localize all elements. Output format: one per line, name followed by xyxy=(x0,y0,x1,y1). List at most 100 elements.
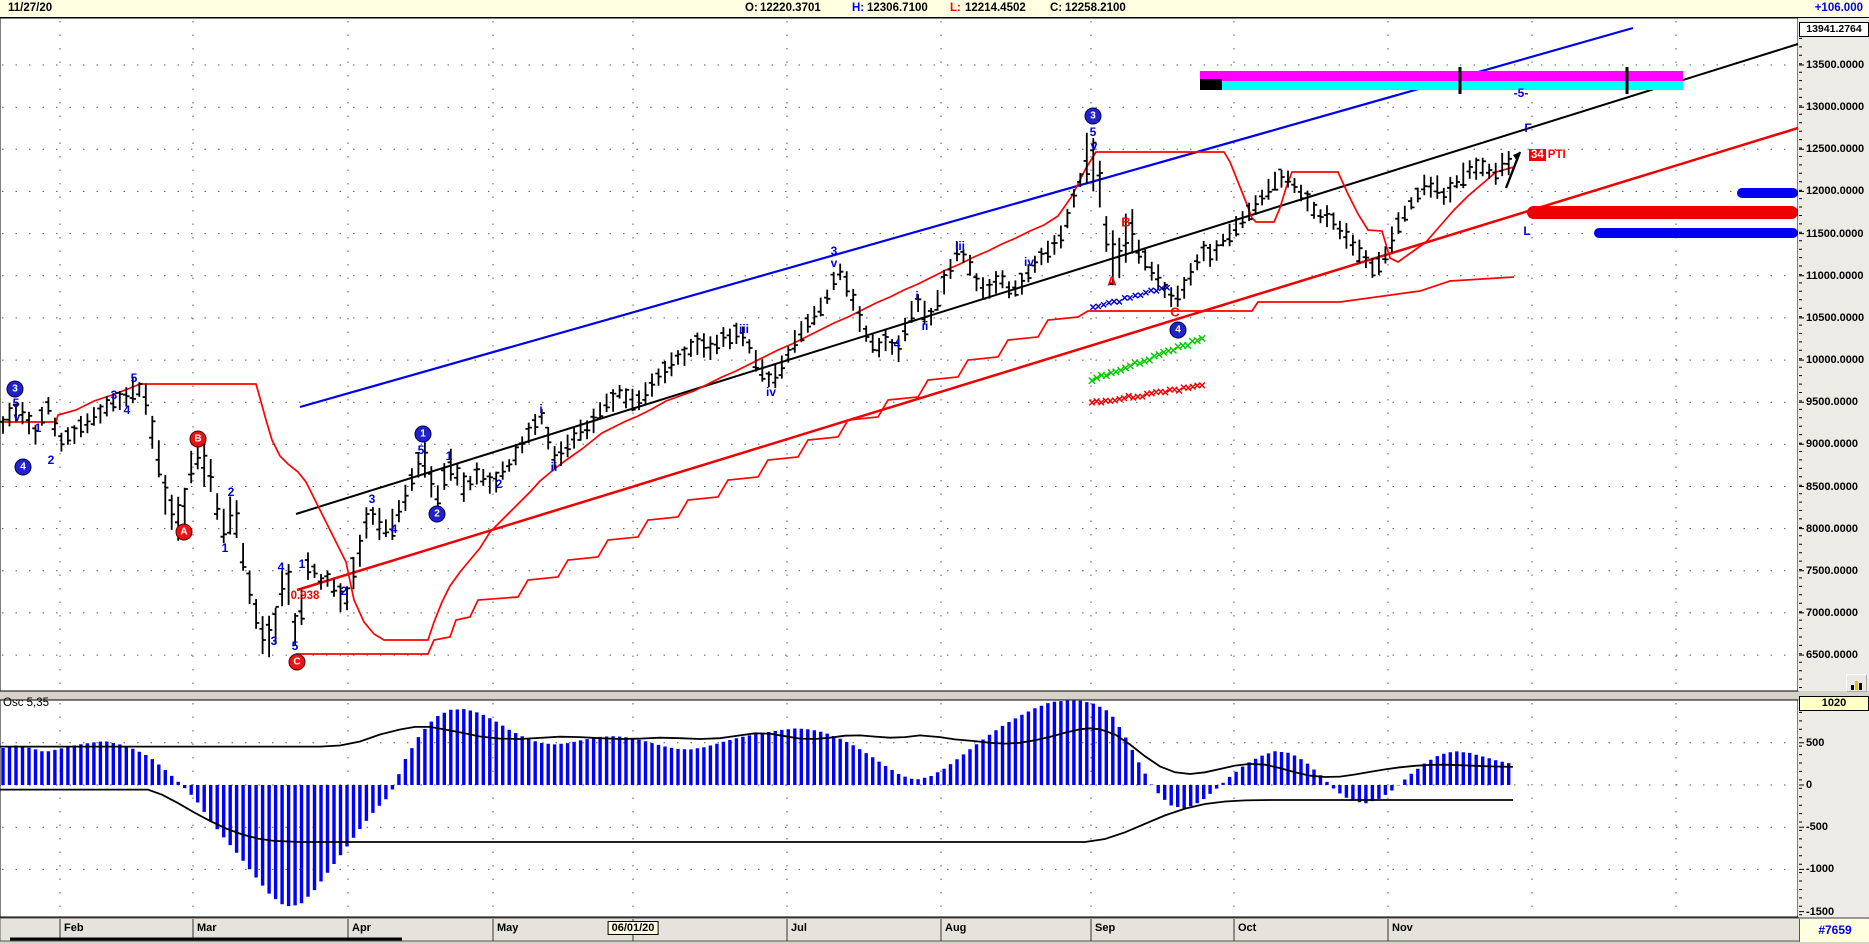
price-scale-label: 8000.0000 xyxy=(1806,522,1858,535)
blue-level-bar-2 xyxy=(1594,228,1798,238)
osc-scale-label: 500 xyxy=(1806,736,1825,749)
wave-label-b: B xyxy=(189,430,207,448)
upper-channel-blue xyxy=(299,26,1634,409)
last-bar-arrowhead xyxy=(1513,152,1520,161)
wave-label-2: 2 xyxy=(227,485,235,499)
target-band-cyan xyxy=(1222,81,1683,90)
bar-number: #7659 xyxy=(1799,919,1869,942)
axis-month-label: Mar xyxy=(197,922,217,934)
wave-label-1: 1 xyxy=(445,449,453,463)
wave-label-3: 3 xyxy=(1084,107,1102,125)
wave-label-1: 1 xyxy=(221,541,229,555)
median-black xyxy=(295,43,1799,515)
lower-channel-red xyxy=(296,126,1799,592)
wave-label-2: 2 xyxy=(47,453,55,467)
wave-label-3: 3 xyxy=(368,492,376,506)
osc-scale-area xyxy=(1798,700,1869,917)
wave-label-5: 5 xyxy=(130,371,138,385)
wave-label-i: i xyxy=(915,289,919,303)
axis-month-label: Jul xyxy=(791,922,807,934)
wave-label-v: v xyxy=(830,256,838,270)
wave-label-3: 3 xyxy=(110,388,118,402)
osc-upper-band xyxy=(0,726,1514,778)
net-change: +106.000 xyxy=(1814,2,1863,14)
wave-label-v: v xyxy=(13,410,21,424)
wave-label-2: 2 xyxy=(495,477,503,491)
wave-label--5-: -5- xyxy=(1513,86,1529,100)
price-scale-label: 13000.0000 xyxy=(1806,101,1865,114)
low-label: L: xyxy=(950,2,961,14)
wave-label-0.938: 0.938 xyxy=(290,590,320,602)
high-label: H: xyxy=(852,2,865,14)
xtl-red xyxy=(1088,382,1206,406)
price-scale-label: 13500.0000 xyxy=(1806,59,1865,71)
wave-label-1: 1 xyxy=(414,425,432,443)
osc-scale-label: 0 xyxy=(1806,779,1813,791)
wave-label-a: A xyxy=(1107,273,1117,289)
oscillator-bars xyxy=(1,700,1511,907)
wave-label-5: 5 xyxy=(291,639,299,653)
target-band-magenta xyxy=(1200,71,1683,81)
wave-label-4: 4 xyxy=(390,522,398,536)
osc-lower-band xyxy=(0,788,1513,843)
chart-tool-button[interactable] xyxy=(1846,674,1867,692)
wave-label-5: 5 xyxy=(12,396,20,410)
wave-label-v: v xyxy=(1090,139,1098,153)
wave-label-5: 5 xyxy=(417,443,425,457)
price-scale-area xyxy=(1798,18,1869,691)
fast-trailing-stop xyxy=(0,151,1515,641)
wave-label-4: 4 xyxy=(14,458,32,476)
price-scale-label: 9000.0000 xyxy=(1806,438,1858,451)
wave-label-iv: iv xyxy=(765,385,777,399)
session-date: 11/27/20 xyxy=(8,2,53,14)
price-scale-label: 8500.0000 xyxy=(1806,480,1858,493)
axis-month-label: Oct xyxy=(1238,922,1257,934)
price-bars xyxy=(0,132,1512,658)
osc-scale-label: -1000 xyxy=(1806,863,1835,876)
high-value: 12306.7100 xyxy=(867,2,928,14)
price-scale-label: 7000.0000 xyxy=(1806,606,1858,619)
target-band-end-block xyxy=(1200,79,1222,90)
price-scale-label: 11000.0000 xyxy=(1806,269,1864,282)
axis-month-label: Sep xyxy=(1095,922,1116,934)
axis-month-label: Feb xyxy=(64,922,84,934)
price-scale-label: 10000.0000 xyxy=(1806,354,1865,367)
open-value: 12220.3701 xyxy=(760,2,821,14)
wave-label-3: 3 xyxy=(830,244,838,258)
wave-label-γ: Γ xyxy=(1524,121,1532,135)
pti-label: PTI xyxy=(1547,149,1566,161)
wave-label-1: 1 xyxy=(298,557,306,571)
wave-label-ii: ii xyxy=(550,460,558,474)
wave-label-i: i xyxy=(539,402,543,416)
osc-scale-label: -1500 xyxy=(1806,905,1835,918)
axis-month-label: Aug xyxy=(945,922,967,934)
wave-label-3: 3 xyxy=(6,380,24,398)
wave-label-a: A xyxy=(175,523,193,541)
info-bar: 11/27/20 O: 12220.3701 H: 12306.7100 L: … xyxy=(0,0,1869,18)
wave-label-c: C xyxy=(1170,304,1180,320)
wave-label-4: 4 xyxy=(1169,321,1187,339)
close-value: 12258.2100 xyxy=(1065,2,1126,14)
price-scale-label: 7500.0000 xyxy=(1806,564,1858,577)
wave-label-3: 3 xyxy=(270,634,278,648)
price-scale-label: 12500.0000 xyxy=(1806,143,1865,156)
close-label: C: xyxy=(1050,2,1063,14)
wave-label-2: 2 xyxy=(340,584,348,598)
wave-label-iii: iii xyxy=(738,322,750,336)
wave-label-ii: ii xyxy=(921,319,929,333)
wave-label-4: 4 xyxy=(893,337,901,351)
wave-label-c: C xyxy=(288,653,306,671)
wave-label-l: L xyxy=(1523,224,1531,238)
blue-level-bar-1 xyxy=(1737,188,1798,198)
open-label: O: xyxy=(745,2,758,14)
pti-indicator: 34 PTI xyxy=(1529,149,1566,161)
price-scale-label: 11500.0000 xyxy=(1806,227,1864,240)
xtl-green xyxy=(1088,334,1206,385)
axis-month-label: Nov xyxy=(1392,922,1413,934)
oscillator-panel xyxy=(0,699,1799,918)
time-axis xyxy=(0,917,1869,942)
osc-scale-label: -500 xyxy=(1806,821,1829,834)
wave-label-5: 5 xyxy=(1089,125,1097,139)
